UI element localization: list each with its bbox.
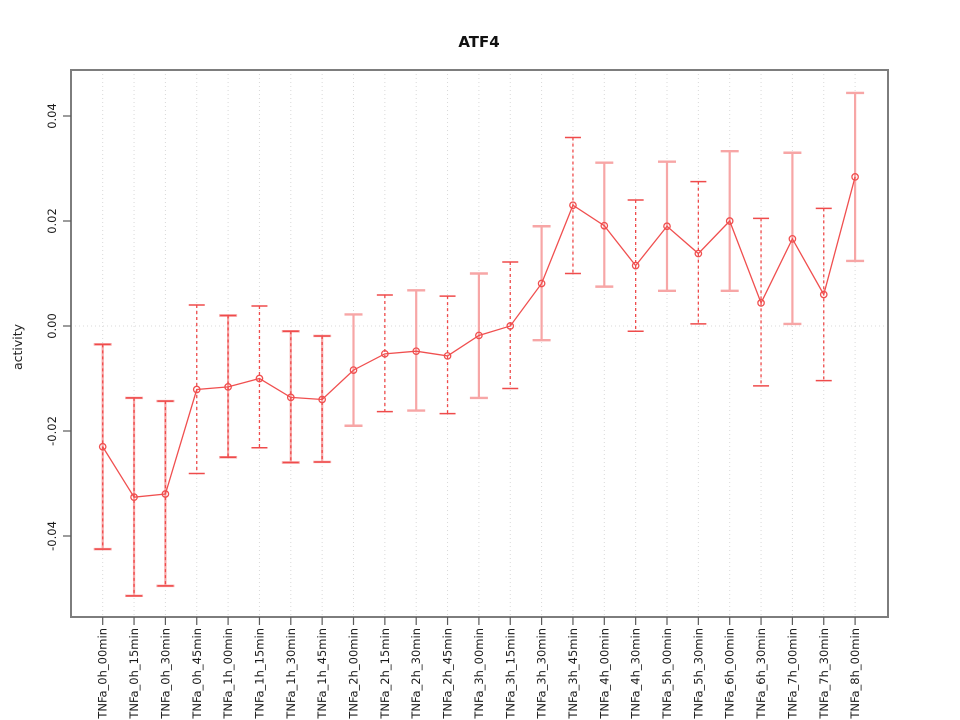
x-tick-label: TNFa_7h_00min [785,628,799,720]
data-point-marker [725,217,734,225]
x-tick-label: TNFa_0h_15min [127,628,141,720]
data-point-marker [349,366,358,374]
x-tick-label: TNFa_2h_45min [441,628,455,720]
x-tick-label: TNFa_2h_00min [347,628,361,720]
data-point-marker [663,222,671,231]
error-bar [376,294,393,413]
y-tick-label: 0.00 [45,313,59,339]
x-tick-label: TNFa_5h_00min [660,628,674,720]
error-bar [595,161,614,288]
data-point-marker [569,201,577,210]
data-point-marker [506,322,515,330]
y-tick-label: -0.02 [45,416,59,446]
data-point-marker [130,493,138,501]
data-point-marker [851,173,859,181]
x-tick-label: TNFa_5h_30min [691,628,705,720]
y-tick-label: 0.04 [45,103,59,129]
data-point-marker [475,331,483,340]
axes: -0.04 -0.02 0.00 0.02 0.04 TNFa_0h_00min TNFa_… [45,69,889,720]
error-bar [251,305,268,449]
x-tick-label: TNFa_6h_00min [723,628,737,720]
x-tick-label: TNFa_0h_00min [96,628,110,720]
data-point-marker [757,299,765,307]
x-tick-label: TNFa_8h_00min [848,628,862,720]
x-tick-label: TNFa_3h_15min [503,628,517,720]
y-tick-label: -0.04 [45,521,59,551]
error-bar [439,295,456,415]
data-point-marker [380,349,389,358]
data-point-marker [631,261,640,270]
x-tick-label: TNFa_7h_30min [817,628,831,720]
error-bar [502,261,519,390]
error-bar [627,199,644,332]
x-tick-label: TNFa_1h_30min [284,628,298,720]
x-tick-label: TNFa_1h_15min [252,628,266,720]
data-point-marker [98,442,107,451]
data-point-marker [694,249,703,258]
x-tick-label: TNFa_2h_15min [378,628,392,720]
x-tick-label: TNFa_4h_30min [629,628,643,720]
x-tick-label: TNFa_0h_30min [158,628,172,720]
x-tick-label: TNFa_6h_30min [754,628,768,720]
data-point-marker [537,279,546,288]
y-axis-title: activity [10,323,25,370]
error-bar [753,217,770,387]
x-tick-label: TNFa_1h_00min [221,628,235,720]
x-tick-label: TNFa_4h_00min [597,628,611,720]
data-point-marker [788,235,797,243]
x-tick-label: TNFa_3h_45min [566,628,580,720]
x-tick-label: TNFa_0h_45min [190,628,204,720]
x-tick-label: TNFa_3h_00min [472,628,486,720]
data-point-marker [255,374,264,383]
data-point-marker [318,395,326,404]
data-point-marker [412,347,421,356]
data-point-marker [600,221,609,230]
chart-title: ATF4 [458,33,499,51]
y-tick-label: 0.02 [45,208,59,234]
x-tick-label: TNFa_1h_45min [315,628,329,720]
x-tick-label: TNFa_3h_30min [535,628,549,720]
error-bar [407,289,426,412]
data-point-marker [286,393,295,402]
data-point-marker [224,383,232,391]
error-bar [690,180,707,325]
x-tick-label: TNFa_2h_30min [409,628,423,720]
data-point-marker [192,385,201,394]
data-series [93,91,865,598]
data-point-marker [443,352,452,360]
data-point-marker [819,290,828,299]
data-point-marker [161,490,170,498]
series-line [102,176,856,498]
